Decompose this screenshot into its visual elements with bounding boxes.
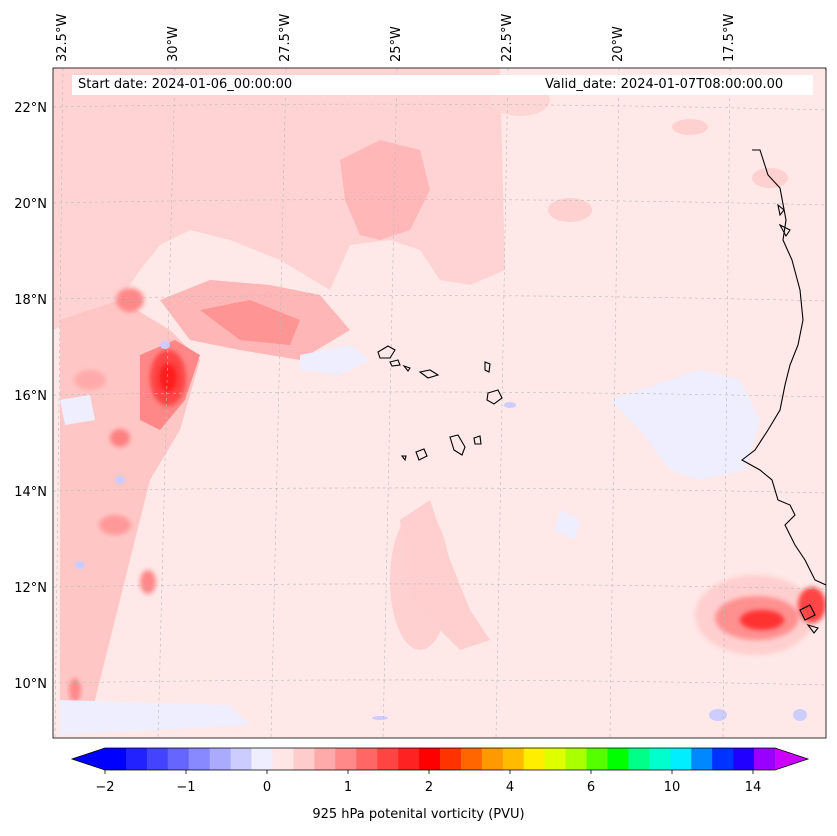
lon-label: 17.5°W — [722, 14, 737, 62]
colorbar-over-arrow — [775, 748, 808, 770]
lat-label: 22°N — [14, 101, 47, 116]
colorbar-under-arrow — [72, 748, 105, 770]
colorbar-cell — [105, 748, 127, 770]
colorbar-tick-label: 1 — [344, 780, 352, 795]
gridlines — [53, 68, 826, 738]
pv-field — [53, 68, 826, 735]
colorbar-cell — [649, 748, 671, 770]
colorbar-tick-label: 0 — [263, 780, 271, 795]
colorbar-cell — [733, 748, 755, 770]
colorbar-cell — [628, 748, 650, 770]
colorbar-cell — [377, 748, 399, 770]
lat-label: 16°N — [14, 389, 47, 404]
colorbar-tick-label: 2 — [425, 780, 433, 795]
lat-label: 14°N — [14, 485, 47, 500]
colorbar-cell — [523, 748, 545, 770]
map-plot-area — [52, 67, 827, 739]
colorbar-cell — [146, 748, 169, 770]
colorbar-cell — [398, 748, 420, 770]
colorbar-cell — [314, 748, 336, 770]
lat-label: 18°N — [14, 293, 47, 308]
africa-coastline — [741, 68, 826, 586]
coastlines — [741, 68, 826, 634]
colorbar-tick-label: 10 — [664, 780, 681, 795]
colorbar-tick-label: 6 — [587, 780, 595, 795]
colorbar-cell — [502, 748, 525, 770]
colorbar-cell — [293, 748, 315, 770]
colorbar-cell — [712, 748, 734, 770]
colorbar-cell — [230, 748, 252, 770]
colorbar-title: 925 hPa potenital vorticity (PVU) — [312, 807, 525, 822]
colorbar-cell — [586, 748, 608, 770]
lon-label: 27.5°W — [278, 14, 293, 62]
lon-labels: 32.5°W 30°W 27.5°W 25°W 22.5°W 20°W 17.5… — [55, 14, 737, 62]
colorbar-cell — [167, 748, 190, 770]
lon-label: 32.5°W — [55, 14, 70, 62]
colorbar-tick-label: −1 — [176, 780, 195, 795]
lat-label: 10°N — [14, 677, 47, 692]
colorbar-cell — [356, 748, 378, 770]
colorbar-cell — [754, 748, 776, 770]
colorbar-cell — [272, 748, 294, 770]
colorbar: −2 −1 0 1 2 4 6 10 14 — [70, 747, 810, 795]
colorbar-cell — [209, 748, 231, 770]
colorbar-cell — [125, 748, 148, 770]
lat-label: 20°N — [14, 197, 47, 212]
colorbar-tick-label: 14 — [745, 780, 762, 795]
colorbar-cell — [565, 748, 587, 770]
lon-label: 20°W — [611, 26, 626, 62]
colorbar-cell — [335, 748, 357, 770]
colorbar-tick-label: −2 — [95, 780, 114, 795]
colorbar-cell — [481, 748, 504, 770]
colorbar-cell — [544, 748, 566, 770]
lon-label: 25°W — [389, 26, 404, 62]
lon-label: 30°W — [166, 26, 181, 62]
colorbar-cell — [691, 748, 713, 770]
colorbar-cell — [440, 748, 462, 770]
colorbar-cell — [419, 748, 441, 770]
colorbar-cell — [251, 748, 273, 770]
lat-label: 12°N — [14, 581, 47, 596]
start-date-label: Start date: 2024-01-06_00:00:00 — [72, 75, 548, 95]
lat-labels: 22°N 20°N 18°N 16°N 14°N 12°N 10°N — [14, 101, 47, 692]
colorbar-tick-label: 4 — [506, 780, 514, 795]
colorbar-cell — [670, 748, 692, 770]
cape-verde-islands — [377, 345, 503, 462]
colorbar-cell — [607, 748, 629, 770]
lon-label: 22.5°W — [500, 14, 515, 62]
colorbar-cell — [188, 748, 210, 770]
colorbar-cell — [460, 748, 483, 770]
valid-date-label: Valid_date: 2024-01-07T08:00:00.00 — [537, 75, 813, 95]
